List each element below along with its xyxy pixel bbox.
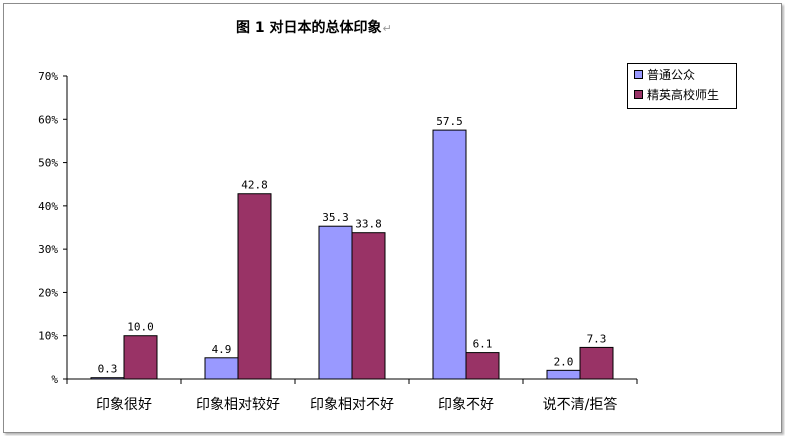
data-label: 35.3 xyxy=(322,211,349,224)
data-label: 2.0 xyxy=(554,355,574,368)
legend-label-elite: 精英高校师生 xyxy=(647,87,720,102)
y-tick-label: 70% xyxy=(38,70,58,83)
bar-public xyxy=(432,129,467,380)
data-label: 42.8 xyxy=(241,179,268,192)
x-category-label: 印象相对较好 xyxy=(196,397,280,413)
chart-title: 图 1 对日本的总体印象↵ xyxy=(236,20,392,36)
legend-swatch-public xyxy=(634,69,643,79)
y-tick-label: 40% xyxy=(38,200,58,213)
x-category-label: 说不清/拒答 xyxy=(543,396,618,413)
legend-label-public: 普通公众 xyxy=(647,67,696,82)
y-tick-label: 20% xyxy=(38,286,58,299)
data-label: 0.3 xyxy=(98,363,118,376)
data-label: 6.1 xyxy=(473,338,493,351)
return-mark: ↵ xyxy=(382,22,392,35)
bar-public xyxy=(318,225,353,380)
bar-elite xyxy=(351,232,386,380)
bar-elite xyxy=(465,352,500,380)
y-tick-label: % xyxy=(51,373,58,386)
bar-public xyxy=(90,377,125,380)
y-tick-label: 60% xyxy=(38,113,58,126)
legend: 普通公众 精英高校师生 xyxy=(627,63,737,109)
y-tick-label: 50% xyxy=(38,157,58,170)
x-category-label: 印象相对不好 xyxy=(310,397,394,413)
legend-item-elite: 精英高校师生 xyxy=(628,84,736,104)
legend-item-public: 普通公众 xyxy=(628,64,736,84)
data-label: 33.8 xyxy=(355,218,382,231)
bar-elite xyxy=(579,346,614,380)
data-label: 10.0 xyxy=(127,321,154,334)
bar-elite xyxy=(237,193,272,380)
x-category-label: 印象很好 xyxy=(96,397,152,413)
data-label: 57.5 xyxy=(436,115,463,128)
bar-public xyxy=(546,369,581,380)
data-label: 7.3 xyxy=(587,332,607,345)
bar-elite xyxy=(123,335,158,380)
y-tick-label: 30% xyxy=(38,243,58,256)
x-category-label: 印象不好 xyxy=(438,397,494,413)
y-tick-label: 10% xyxy=(38,330,58,343)
bar-public xyxy=(204,357,239,380)
legend-swatch-elite xyxy=(634,89,643,99)
data-label: 4.9 xyxy=(212,343,232,356)
